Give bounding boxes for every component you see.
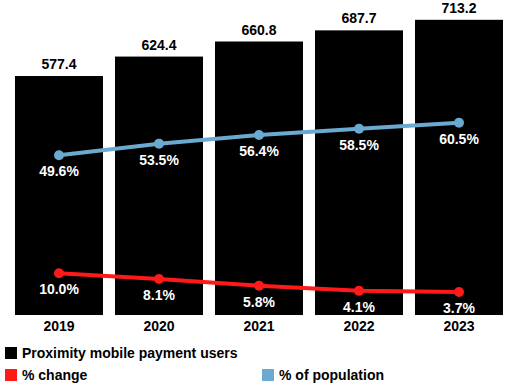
- data-label: 3.7%: [443, 300, 475, 316]
- bar: [215, 42, 303, 315]
- x-tick-label: 2021: [243, 318, 274, 334]
- bar: [415, 20, 503, 315]
- marker: [254, 130, 264, 140]
- x-tick-label: 2022: [343, 318, 374, 334]
- marker: [54, 268, 64, 278]
- x-tick-label: 2019: [43, 318, 74, 334]
- x-tick-label: 2020: [143, 318, 174, 334]
- line: [59, 273, 459, 292]
- legend: Proximity mobile payment users % change % …: [5, 345, 384, 383]
- data-label: 56.4%: [239, 143, 279, 159]
- legend-swatch: [5, 369, 17, 381]
- data-label: 624.4: [141, 37, 176, 53]
- marker: [354, 286, 364, 296]
- data-label: 713.2: [441, 0, 476, 16]
- marker: [354, 124, 364, 134]
- data-label: 60.5%: [439, 131, 479, 147]
- data-label: 53.5%: [139, 152, 179, 168]
- data-label: 5.8%: [243, 294, 275, 310]
- chart: 577.4 624.4 660.8 687.7 713.2 10.0% 8.1% 5.8% 4.…: [0, 0, 524, 388]
- data-label: 10.0%: [39, 281, 79, 297]
- data-label: 8.1%: [143, 287, 175, 303]
- marker: [254, 281, 264, 291]
- legend-label: % change: [22, 367, 88, 383]
- legend-label: % of population: [279, 367, 384, 383]
- x-tick-label: 2023: [443, 318, 474, 334]
- marker: [54, 150, 64, 160]
- chart-container: 577.4 624.4 660.8 687.7 713.2 10.0% 8.1% 5.8% 4.…: [0, 0, 524, 388]
- data-label: 49.6%: [39, 163, 79, 179]
- data-label: 58.5%: [339, 137, 379, 153]
- legend-label: Proximity mobile payment users: [22, 345, 238, 361]
- bar: [315, 30, 403, 315]
- legend-swatch: [262, 369, 274, 381]
- bar: [15, 76, 103, 315]
- labels: 577.4 624.4 660.8 687.7 713.2 10.0% 8.1% 5.8% 4.…: [39, 0, 479, 316]
- marker: [454, 287, 464, 297]
- marks: [15, 20, 503, 315]
- data-label: 577.4: [41, 56, 76, 72]
- data-label: 4.1%: [343, 299, 375, 315]
- legend-swatch: [5, 347, 17, 359]
- marker: [154, 274, 164, 284]
- marker: [154, 139, 164, 149]
- marker: [454, 118, 464, 128]
- data-label: 660.8: [241, 22, 276, 38]
- data-label: 687.7: [341, 10, 376, 26]
